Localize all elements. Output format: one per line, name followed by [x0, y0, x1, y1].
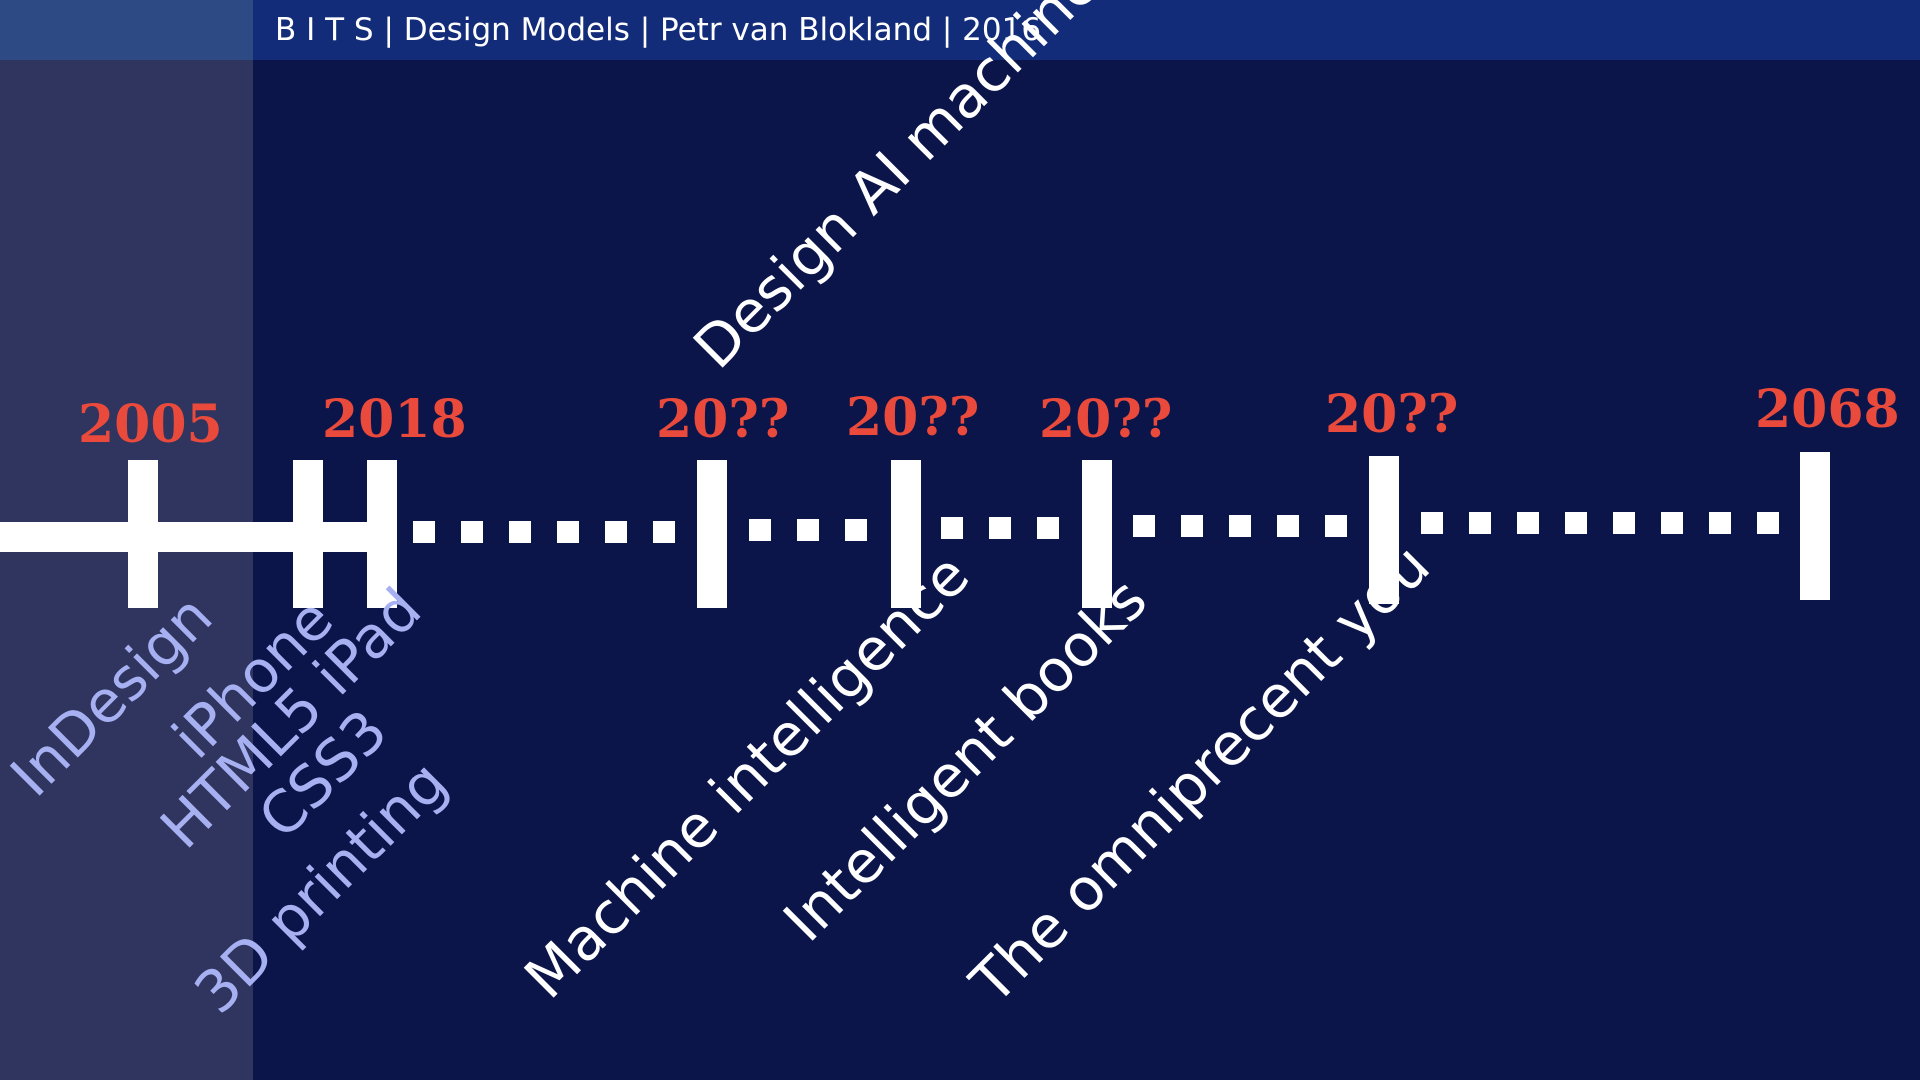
dot: [557, 521, 579, 543]
tick-2018: [367, 460, 397, 608]
tick-2005: [128, 460, 158, 608]
tick-2068: [1800, 452, 1830, 600]
dot: [1325, 515, 1347, 537]
dot: [1037, 517, 1059, 539]
year-label-future-2: 20??: [846, 387, 980, 448]
header-left-block: [0, 0, 253, 60]
dot: [1181, 515, 1203, 537]
year-label-2018: 2018: [322, 389, 467, 450]
header-bar: B I T S | Design Models | Petr van Blokl…: [0, 0, 1920, 60]
year-label-future-4: 20??: [1325, 384, 1459, 445]
dot: [797, 519, 819, 541]
header-title: B I T S | Design Models | Petr van Blokl…: [275, 12, 1042, 48]
dot: [653, 521, 675, 543]
tick-future-4: [1369, 456, 1399, 604]
dot: [845, 519, 867, 541]
dot: [1709, 512, 1731, 534]
dot: [509, 521, 531, 543]
dot: [1229, 515, 1251, 537]
year-label-future-1: 20??: [656, 389, 790, 450]
dot: [413, 521, 435, 543]
tick-future-2: [891, 460, 921, 608]
dot: [1565, 512, 1587, 534]
dot: [749, 519, 771, 541]
dot: [605, 521, 627, 543]
year-label-future-3: 20??: [1039, 389, 1173, 450]
dot: [1517, 512, 1539, 534]
dot: [941, 517, 963, 539]
year-label-2005: 2005: [78, 394, 223, 455]
tick-future-3: [1082, 460, 1112, 608]
tick-iphone: [293, 460, 323, 608]
dot: [1133, 515, 1155, 537]
dot: [1613, 512, 1635, 534]
tick-future-1: [697, 460, 727, 608]
dot: [1469, 512, 1491, 534]
dot: [1421, 512, 1443, 534]
dot: [1277, 515, 1299, 537]
dot: [1757, 512, 1779, 534]
year-label-2068: 2068: [1755, 379, 1900, 440]
past-shaded-panel: [0, 60, 253, 1080]
dot: [1661, 512, 1683, 534]
dot: [461, 521, 483, 543]
dotted-segments: [413, 512, 1779, 543]
dot: [989, 517, 1011, 539]
